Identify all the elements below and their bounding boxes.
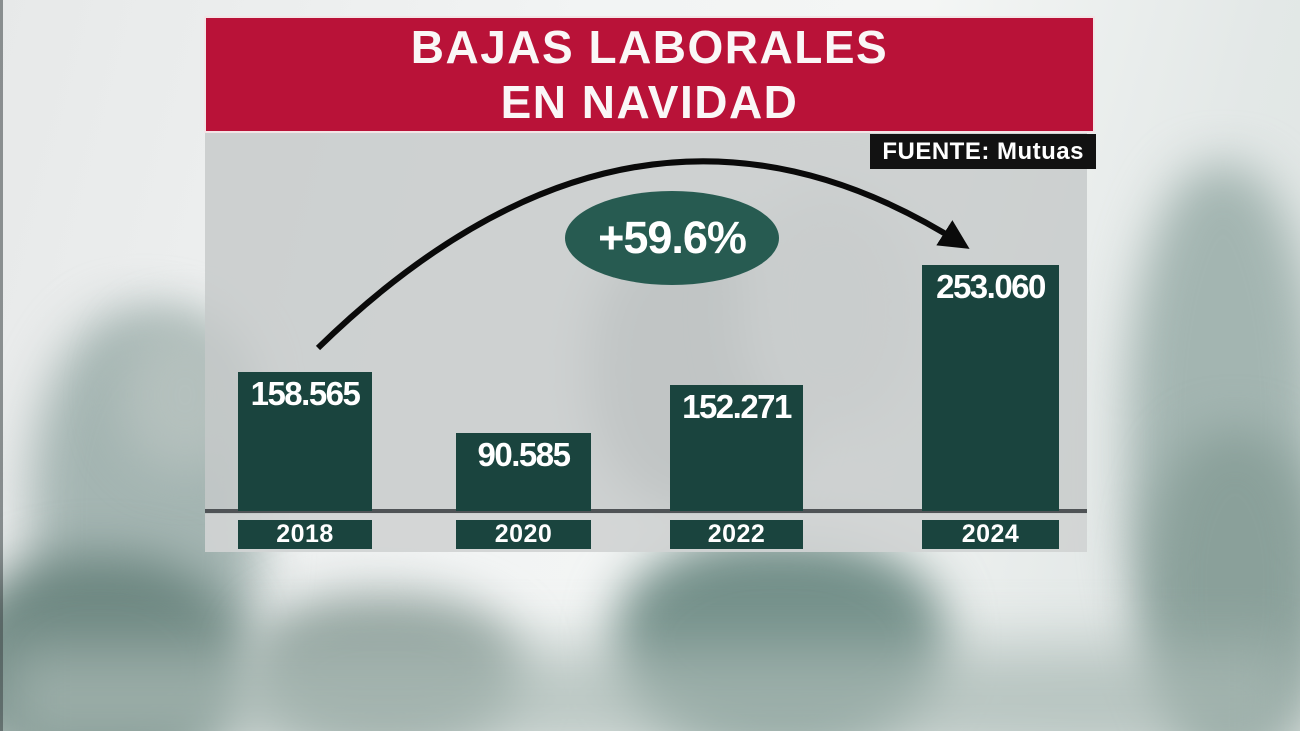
title-line-2: EN NAVIDAD bbox=[500, 75, 799, 128]
background-bottom-band bbox=[0, 645, 1300, 731]
x-axis-line bbox=[205, 509, 1087, 513]
year-label-2022: 2022 bbox=[670, 520, 803, 549]
bar-value-2024: 253.060 bbox=[936, 268, 1046, 305]
bar-2022: 152.271 bbox=[670, 385, 803, 511]
bar-value-2020: 90.585 bbox=[477, 436, 571, 473]
percent-change-ellipse: +59.6% bbox=[565, 191, 779, 285]
source-label: FUENTE: Mutuas bbox=[882, 137, 1084, 165]
bar-value-2022: 152.271 bbox=[682, 388, 792, 425]
bar-2020: 90.585 bbox=[456, 433, 591, 511]
year-label-2020: 2020 bbox=[456, 520, 591, 549]
title-banner: BAJAS LABORALES EN NAVIDAD bbox=[204, 16, 1095, 133]
source-badge: FUENTE: Mutuas bbox=[870, 134, 1096, 169]
percent-change-label: +59.6% bbox=[598, 212, 747, 263]
title-line-1: BAJAS LABORALES bbox=[410, 21, 889, 74]
left-edge-line bbox=[0, 0, 3, 731]
bar-2018: 158.565 bbox=[238, 372, 372, 511]
bar-2024: 253.060 bbox=[922, 265, 1059, 511]
year-label-2024: 2024 bbox=[922, 520, 1059, 549]
year-label-2018: 2018 bbox=[238, 520, 372, 549]
chart-panel: FUENTE: Mutuas +59.6% 158.565 90.585 152… bbox=[205, 133, 1096, 552]
bar-value-2018: 158.565 bbox=[250, 375, 361, 412]
